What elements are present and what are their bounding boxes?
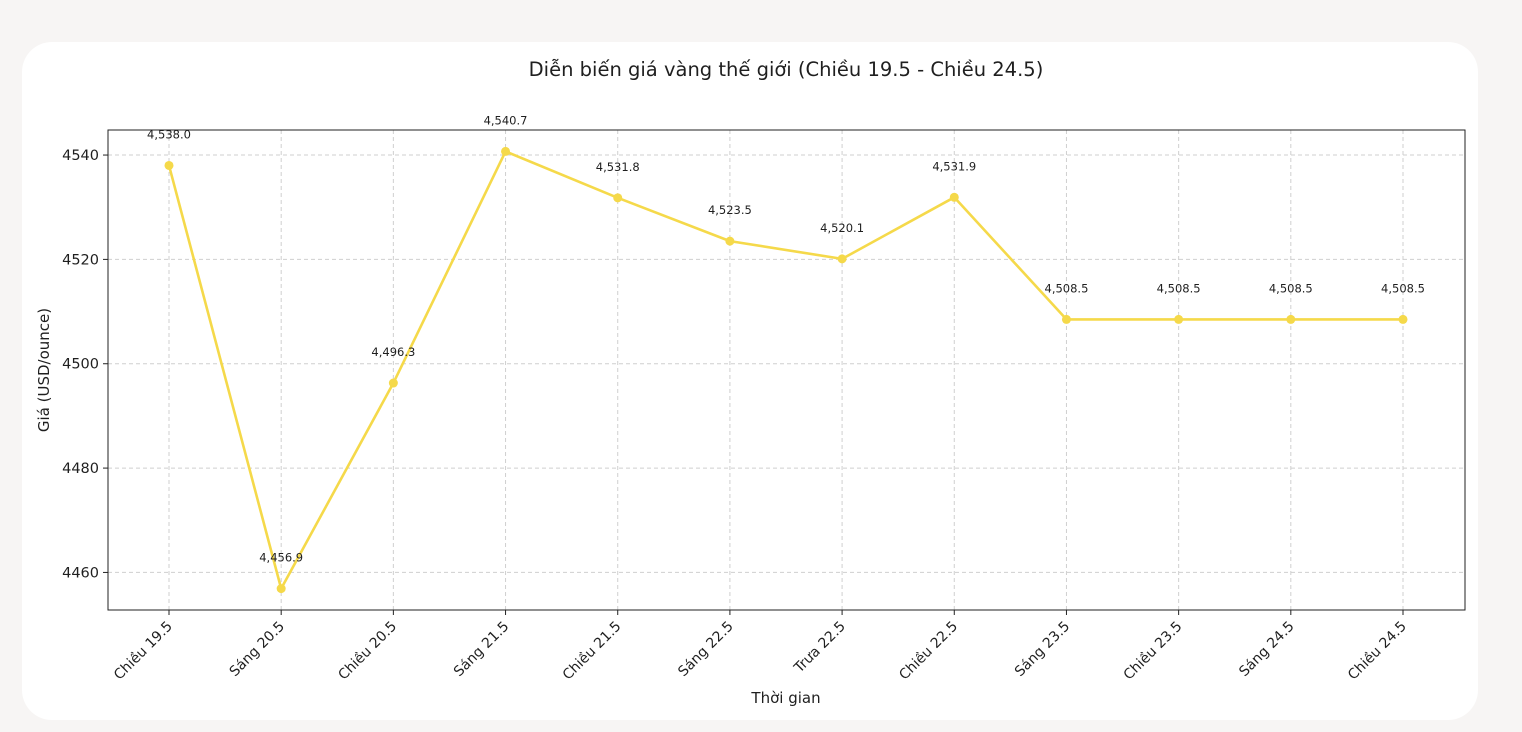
y-tick-label: 4460 <box>62 565 99 581</box>
data-point <box>164 160 174 170</box>
y-tick-label: 4520 <box>62 252 99 268</box>
data-point <box>1286 314 1296 324</box>
data-point <box>725 236 735 246</box>
x-tick-label: Sáng 21.5 <box>451 619 512 680</box>
data-point <box>949 192 959 202</box>
x-tick-label: Sáng 22.5 <box>675 619 736 680</box>
data-label: 4,456.9 <box>259 551 303 565</box>
data-point <box>501 146 511 156</box>
data-labels: 4,538.0 4,456.9 4,496.3 4,540.7 4,531.8 4,523… <box>147 113 1425 564</box>
x-tick-label: Chiều 21.5 <box>559 618 625 684</box>
x-tick-label: Chiều 19.5 <box>110 618 176 684</box>
x-tick-label: Sáng 20.5 <box>227 619 288 680</box>
data-label: 4,523.5 <box>708 203 752 217</box>
x-tick-label: Chiều 23.5 <box>1120 618 1186 684</box>
y-tick-label: 4500 <box>62 357 99 373</box>
data-label: 4,508.5 <box>1381 281 1425 295</box>
data-point <box>613 193 623 203</box>
data-label: 4,531.8 <box>596 160 640 174</box>
x-axis-label: Thời gian <box>750 689 820 707</box>
data-point <box>1398 314 1408 324</box>
x-tick-label: Chiều 22.5 <box>896 618 962 684</box>
data-point <box>388 378 398 388</box>
data-label: 4,508.5 <box>1157 281 1201 295</box>
data-label: 4,508.5 <box>1045 281 1089 295</box>
data-label: 4,508.5 <box>1269 281 1313 295</box>
x-tick-label: Trưa 22.5 <box>791 619 849 677</box>
x-tick-label: Sáng 24.5 <box>1236 619 1297 680</box>
data-point <box>1061 314 1071 324</box>
data-point <box>276 584 286 594</box>
y-tick-label: 4540 <box>62 148 99 164</box>
data-label: 4,520.1 <box>820 221 864 235</box>
data-point <box>837 254 847 264</box>
data-label: 4,531.9 <box>932 159 976 173</box>
x-tick-label: Chiều 20.5 <box>335 618 401 684</box>
data-point <box>1174 314 1184 324</box>
x-tick-label: Chiều 24.5 <box>1344 618 1410 684</box>
data-label: 4,540.7 <box>484 113 528 127</box>
y-tick-label: 4480 <box>62 461 99 477</box>
data-label: 4,496.3 <box>371 345 415 359</box>
y-axis: 4460 4480 4500 4520 4540 <box>62 148 108 581</box>
series-line <box>167 150 1403 590</box>
x-tick-label: Sáng 23.5 <box>1012 619 1073 680</box>
chart-title: Diễn biến giá vàng thế giới (Chiều 19.5 … <box>529 58 1044 81</box>
plot-frame <box>107 129 1466 611</box>
y-axis-label: Giá (USD/ounce) <box>35 308 53 432</box>
data-label: 4,538.0 <box>147 127 191 141</box>
series-line-layer <box>164 146 1408 594</box>
x-axis: Chiều 19.5 Sáng 20.5 Chiều 20.5 Sáng 21.5 Ch… <box>110 610 1410 683</box>
grid-lines <box>108 130 1465 610</box>
